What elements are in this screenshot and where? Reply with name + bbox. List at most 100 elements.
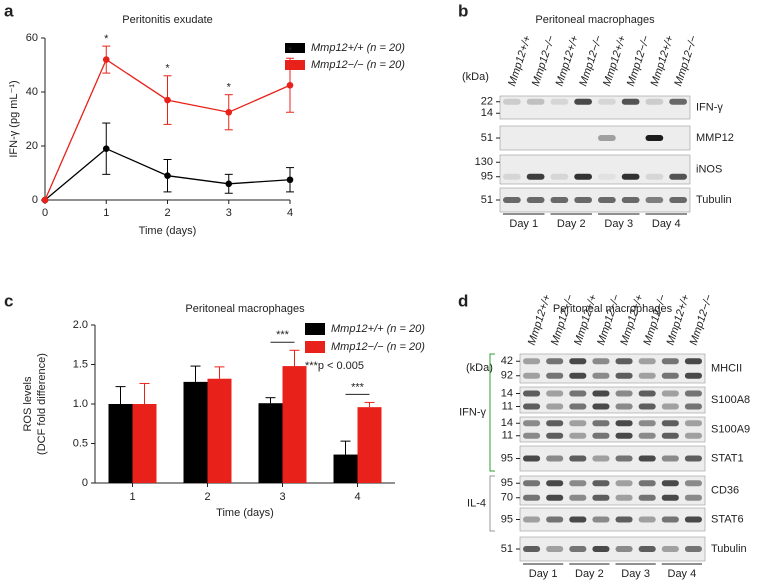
blot-band [638,432,656,439]
blot-band [669,197,687,203]
marker-label: 51 [501,543,513,555]
blot-band [569,546,587,552]
blot-band [684,546,702,552]
marker-label: 95 [501,477,513,489]
blot-band [523,420,541,427]
y-tick-label: 0 [32,194,38,206]
chart-title: Peritonitis exudate [122,14,213,26]
blot-band [569,494,587,501]
row-label: MHCII [711,362,742,374]
unit-label: (kDa) [462,71,489,83]
x-tick-label: 1 [103,207,109,219]
row-label: STAT1 [711,452,744,464]
blot-band [569,403,587,410]
blot-band [645,98,664,105]
blot-band [615,420,633,427]
y-tick-label: 1.5 [73,358,88,370]
lane-label: Mmp12+/+ [649,34,677,88]
blot-band [546,403,564,410]
blot-band [615,516,633,523]
blot-band [592,420,610,427]
blot-band [645,173,664,180]
blot-band [550,173,569,180]
significance-mark: * [227,82,232,94]
row-label: MMP12 [696,132,734,144]
blot-strip [519,386,706,414]
x-axis-label: Time (days) [216,507,274,519]
blot-band [638,358,656,365]
blot-band [569,480,587,487]
row-label: S100A8 [711,394,750,406]
x-tick-label: 3 [279,491,285,503]
blot-band [684,516,702,523]
blot-band [615,480,633,487]
blot-strip [519,353,706,384]
day-label: Day 2 [557,218,586,230]
lane-label: Mmp12−/− [672,34,700,88]
blot-band [523,546,541,552]
day-label: Day 4 [668,568,697,580]
day-label: Day 1 [529,568,558,580]
blot-strip [519,536,706,562]
marker-label: 51 [481,132,493,144]
legend-swatch [285,60,305,70]
blot-band [661,403,679,410]
blot-band [615,358,633,365]
blot-band [684,372,702,379]
marker-label: 130 [475,156,493,168]
blot-band [669,173,687,180]
y-tick-label: 0.5 [73,437,88,449]
blot-band [546,516,564,523]
y-axis-label: ROS levels [22,376,34,432]
bar [282,366,307,483]
x-tick-label: 0 [42,207,48,219]
blot-title: Peritoneal macrophages [553,303,673,315]
x-tick-label: 2 [204,491,210,503]
blot-band [684,494,702,501]
group-label: IL-4 [467,497,486,509]
marker-label: 70 [501,492,513,504]
blot-band [684,358,702,365]
marker-label: 95 [501,452,513,464]
blot-band [592,516,610,523]
blot-band [526,98,545,105]
blot-band [615,403,633,410]
row-label: Tubulin [711,543,747,555]
bar [207,378,232,483]
group-bracket [489,475,495,532]
row-label: CD36 [711,484,739,496]
blot-band [569,432,587,439]
blot-band [546,494,564,501]
y-axis-label: (DCF fold difference) [36,353,48,455]
blot-band [684,480,702,487]
marker-label: 51 [481,194,493,206]
blot-band [661,546,679,552]
data-point [286,81,294,89]
data-point [164,172,171,179]
group-bracket [489,353,495,472]
blot-band [592,372,610,379]
y-axis-label: IFN-γ (pg mL⁻¹) [8,80,20,157]
blot-band [661,358,679,365]
lane-label: Mmp12−/− [625,34,653,88]
blot-band [569,516,587,523]
blot-band [638,455,656,462]
bar [108,404,133,483]
blot-band [569,390,587,397]
day-label: Day 2 [575,568,604,580]
significance-mark: *** [276,329,290,341]
blot-band [684,432,702,439]
significance-mark: * [165,63,170,75]
panel-label: c [4,291,13,310]
blot-band [523,390,541,397]
row-label: iNOS [696,163,722,175]
blot-band [638,480,656,487]
blot-band [550,197,569,203]
y-tick-label: 20 [26,140,38,152]
row-label: Tubulin [696,194,732,206]
bar [132,404,157,483]
data-point [41,196,49,204]
blot-band [615,455,633,462]
marker-label: 92 [501,370,513,382]
marker-label: 11 [502,400,513,412]
